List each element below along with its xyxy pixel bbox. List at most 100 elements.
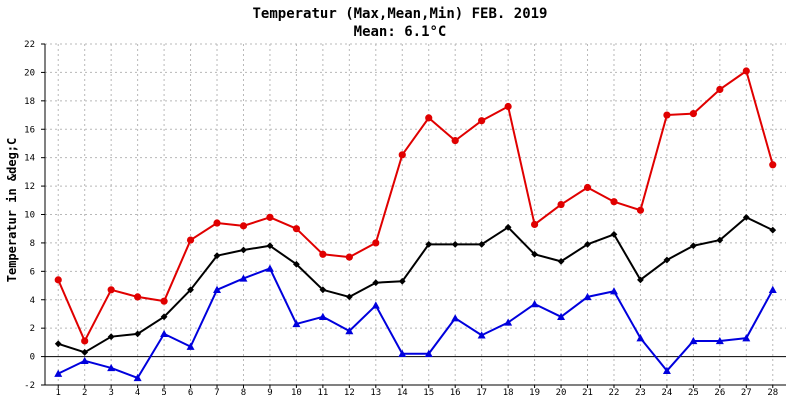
chart-subtitle: Mean: 6.1°C: [354, 24, 447, 40]
mean-series-point: [637, 276, 644, 284]
series-lines: [57, 69, 774, 379]
mean-series-point: [266, 242, 274, 250]
chart-title: Temperatur (Max,Mean,Min) FEB. 2019: [252, 6, 547, 22]
min-series-point: [54, 369, 63, 377]
mean-series-line: [57, 216, 774, 354]
max-series-point: [54, 276, 62, 284]
mean-series-point: [769, 226, 777, 234]
y-tick-label: 12: [24, 182, 35, 192]
x-tick-label: 16: [450, 388, 461, 398]
mean-series-point: [451, 240, 459, 248]
y-tick-label: 22: [24, 40, 35, 50]
grid-lines: [45, 43, 786, 386]
x-tick-labels: 1 2 3 4 5 6 7 8 9 10 11 12 13 14 15 16 17 18 19 20 21 22 23 24 2…: [56, 388, 779, 398]
min-series-point: [398, 349, 407, 357]
y-tick-label: 4: [30, 296, 35, 306]
max-series-point: [557, 200, 565, 209]
min-series-point: [318, 312, 327, 320]
mean-series-point: [319, 286, 327, 294]
y-tick-label: 6: [30, 267, 35, 277]
mean-series-point: [372, 279, 380, 287]
max-series-point: [583, 183, 592, 192]
max-series-point: [530, 220, 539, 229]
y-tick-labels: -2 0 2 4 6 8 10 12 14 16 18 20 22: [24, 40, 35, 391]
min-series-point: [715, 336, 724, 345]
mean-series-point: [689, 242, 697, 250]
axes: [41, 43, 786, 388]
y-axis-label: Temperatur in &deg;C: [5, 138, 19, 283]
max-series-point: [213, 219, 221, 227]
max-series-point: [478, 117, 486, 125]
mean-series-point: [345, 293, 353, 301]
max-series-line: [57, 69, 774, 342]
max-series-point: [266, 213, 274, 221]
x-tick-label: 28: [767, 388, 778, 398]
mean-series-point: [584, 240, 591, 248]
x-tick-label: 26: [714, 388, 725, 398]
x-tick-label: 9: [267, 388, 272, 398]
min-series-point: [345, 327, 354, 335]
x-tick-label: 6: [188, 388, 193, 398]
max-series-point: [769, 161, 777, 169]
y-tick-label: 18: [24, 97, 35, 107]
min-series-point: [636, 334, 645, 342]
mean-series-point: [240, 246, 247, 254]
max-series-point: [81, 337, 89, 345]
y-tick-label: 2: [30, 324, 35, 334]
y-tick-label: 16: [24, 125, 35, 135]
min-series-point: [742, 334, 751, 342]
mean-series-point: [531, 250, 538, 258]
x-tick-label: 10: [291, 388, 302, 398]
max-series-point: [398, 151, 406, 159]
min-series-point: [530, 300, 539, 308]
x-tick-label: 1: [56, 388, 61, 398]
mean-series-point: [398, 277, 406, 285]
mean-series-point: [478, 240, 486, 248]
y-tick-label: 20: [24, 68, 35, 78]
min-series-point: [477, 331, 486, 339]
min-series-point: [583, 292, 592, 301]
mean-series-point: [504, 223, 512, 231]
max-series-point: [319, 250, 327, 258]
mean-series-point: [557, 257, 565, 265]
x-tick-label: 24: [661, 388, 672, 398]
max-series-point: [345, 253, 353, 261]
min-series-point: [80, 356, 89, 365]
y-tick-label: 0: [30, 353, 35, 363]
max-series-point: [239, 222, 248, 230]
mean-series-point: [425, 240, 433, 248]
mean-series-point: [54, 340, 62, 348]
mean-series-point: [160, 313, 168, 321]
max-series-point: [292, 225, 301, 233]
x-tick-label: 22: [609, 388, 620, 398]
x-tick-label: 11: [317, 388, 328, 398]
min-series-point: [662, 366, 671, 374]
max-series-point: [716, 85, 724, 94]
mean-series-point: [742, 213, 750, 221]
min-series-point: [451, 314, 460, 322]
x-tick-label: 20: [556, 388, 567, 398]
x-tick-label: 5: [161, 388, 166, 398]
x-tick-label: 4: [135, 388, 140, 398]
x-tick-label: 3: [108, 388, 113, 398]
min-series-point: [213, 285, 222, 294]
mean-series-point: [663, 256, 671, 264]
max-series-point: [504, 102, 512, 111]
x-tick-label: 12: [344, 388, 355, 398]
max-series-point: [134, 293, 142, 301]
x-tick-label: 18: [503, 388, 514, 398]
min-series-point: [768, 285, 777, 294]
mean-series-point: [716, 236, 724, 244]
min-series-point: [504, 318, 513, 326]
min-series-point: [424, 349, 433, 357]
mean-series-point: [293, 260, 300, 268]
min-series-point: [107, 363, 116, 372]
max-series-point: [186, 236, 195, 244]
x-tick-label: 15: [423, 388, 434, 398]
min-series-point: [133, 373, 142, 382]
max-series-point: [425, 114, 433, 122]
x-tick-label: 19: [529, 388, 540, 398]
max-series-point: [451, 137, 459, 145]
x-tick-label: 21: [582, 388, 593, 398]
x-tick-label: 13: [370, 388, 381, 398]
